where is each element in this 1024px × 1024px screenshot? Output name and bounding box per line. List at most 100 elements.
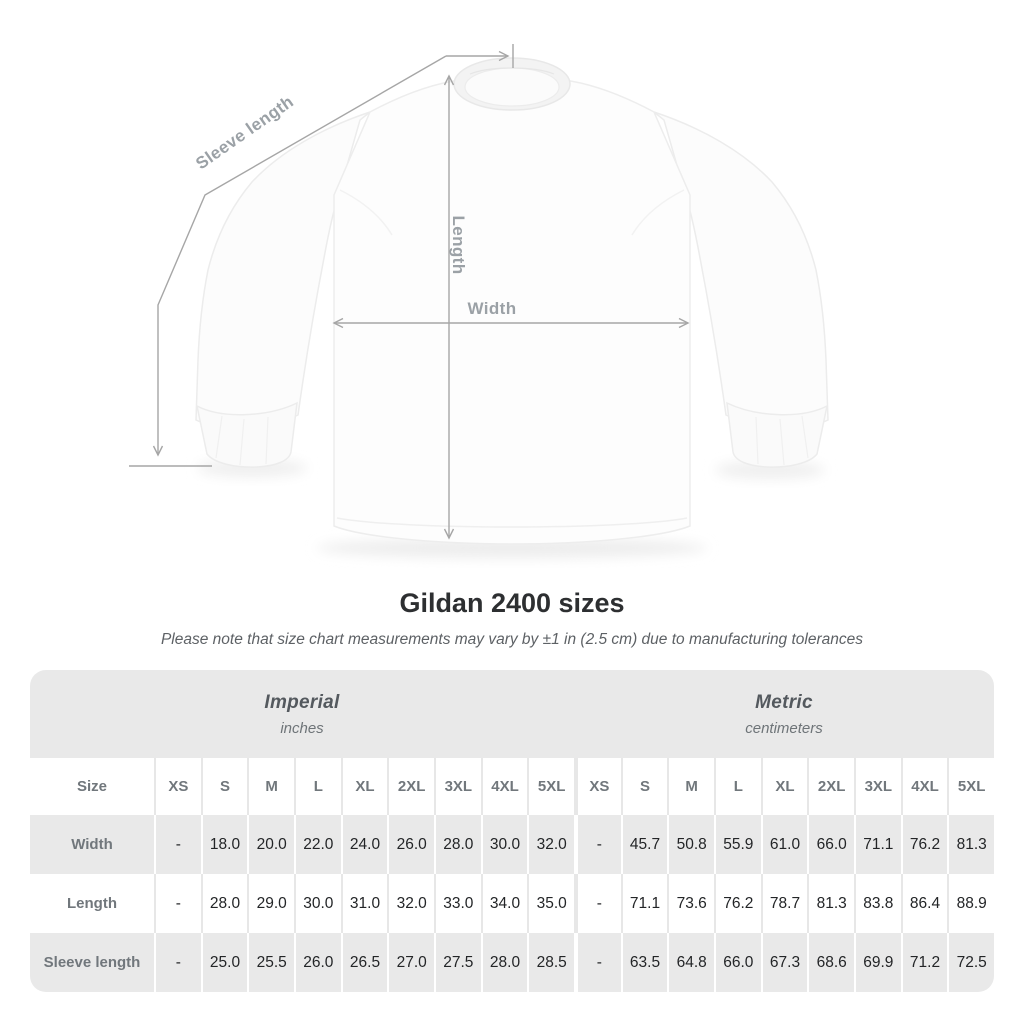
value-cell: 67.3: [760, 933, 808, 992]
size-header-imperial-5xl: 5XL: [527, 758, 574, 815]
value-cell: -: [154, 933, 201, 992]
size-header-metric-5xl: 5XL: [947, 758, 994, 815]
length-arrow-down: [443, 528, 455, 540]
value-cell: 28.0: [200, 874, 248, 933]
shirt-fold-lines: [339, 189, 685, 236]
value-cell: 34.0: [480, 874, 528, 933]
size-header-imperial-xs: XS: [154, 758, 201, 815]
value-cell: 30.0: [294, 874, 341, 933]
value-cell: 64.8: [667, 933, 714, 992]
value-cell: 68.6: [807, 933, 854, 992]
sleeve-diagonal-segment: [157, 55, 447, 455]
value-cell: 31.0: [340, 874, 388, 933]
size-header-imperial-s: S: [200, 758, 248, 815]
size-header-imperial-l: L: [294, 758, 341, 815]
size-header-imperial-3xl: 3XL: [434, 758, 481, 815]
right-cuff-ribs: [755, 415, 809, 466]
value-cell: 72.5: [947, 933, 994, 992]
value-cell: 30.0: [480, 815, 528, 874]
width-arrow-left: [332, 317, 344, 329]
size-header-metric-m: M: [667, 758, 714, 815]
value-cell: 63.5: [620, 933, 668, 992]
value-cell: 69.9: [854, 933, 901, 992]
width-label: Width: [467, 299, 517, 318]
size-header-metric-3xl: 3XL: [854, 758, 901, 815]
shirt-illustration: [129, 44, 829, 558]
width-arrow-right: [678, 317, 690, 329]
shirt-shadow: [317, 538, 707, 558]
sleeve-arrow-down: [152, 445, 164, 457]
value-cell: 35.0: [527, 874, 574, 933]
imperial-label: Imperial: [264, 691, 340, 713]
shirt-right-sleeve: [653, 111, 829, 429]
value-cell: 73.6: [667, 874, 714, 933]
tolerance-note: Please note that size chart measurements…: [160, 631, 864, 648]
size-header-metric-s: S: [620, 758, 668, 815]
value-cell: 26.0: [387, 815, 434, 874]
value-cell: -: [574, 933, 621, 992]
value-cell: -: [574, 874, 621, 933]
value-cell: 55.9: [714, 815, 761, 874]
size-header-imperial-m: M: [247, 758, 294, 815]
value-cell: 83.8: [854, 874, 901, 933]
value-cell: 27.5: [434, 933, 481, 992]
value-cell: 32.0: [387, 874, 434, 933]
value-cell: 66.0: [714, 933, 761, 992]
unit-group-metric: Metric centimeters: [574, 670, 994, 758]
value-cell: 71.2: [900, 933, 948, 992]
length-label: Length: [449, 215, 468, 275]
value-cell: 28.5: [527, 933, 574, 992]
value-cell: -: [154, 874, 201, 933]
shirt-hem-line: [336, 517, 688, 528]
value-cell: 76.2: [714, 874, 761, 933]
size-header-imperial-4xl: 4XL: [480, 758, 528, 815]
value-cell: 33.0: [434, 874, 481, 933]
value-cell: 26.0: [294, 933, 341, 992]
value-cell: 26.5: [340, 933, 388, 992]
size-header-metric-xs: XS: [574, 758, 621, 815]
shirt-collar-inner: [464, 67, 560, 107]
value-cell: 28.0: [480, 933, 528, 992]
value-cell: 45.7: [620, 815, 668, 874]
value-cell: 78.7: [760, 874, 808, 933]
row-label: Sleeve length: [30, 933, 154, 992]
value-cell: 86.4: [900, 874, 948, 933]
shirt-left-sleeve: [195, 111, 371, 429]
size-header-metric-xl: XL: [760, 758, 808, 815]
value-cell: 76.2: [900, 815, 948, 874]
page-title: Gildan 2400 sizes: [399, 588, 625, 618]
value-cell: 32.0: [527, 815, 574, 874]
value-cell: 71.1: [620, 874, 668, 933]
row-label: Length: [30, 874, 154, 933]
measurement-lines: [129, 44, 690, 540]
shirt-collar-back-seam: [469, 67, 555, 75]
value-cell: 28.0: [434, 815, 481, 874]
metric-label: Metric: [755, 691, 813, 713]
size-header-metric-4xl: 4XL: [900, 758, 948, 815]
shirt-measurement-diagram: Sleeve length Length Width: [129, 44, 829, 558]
value-cell: 25.0: [200, 933, 248, 992]
value-cell: 29.0: [247, 874, 294, 933]
value-cell: 22.0: [294, 815, 341, 874]
length-arrow-up: [443, 74, 455, 86]
value-cell: 81.3: [807, 874, 854, 933]
value-cell: 81.3: [947, 815, 994, 874]
size-header-metric-l: L: [714, 758, 761, 815]
sleeve-arrow-right: [498, 50, 510, 62]
size-header-imperial-xl: XL: [340, 758, 388, 815]
value-cell: 24.0: [340, 815, 388, 874]
size-table: Imperial inches Metric centimeters Size X…: [30, 670, 994, 992]
value-cell: 71.1: [854, 815, 901, 874]
value-cell: -: [574, 815, 621, 874]
value-cell: 66.0: [807, 815, 854, 874]
value-cell: 50.8: [667, 815, 714, 874]
row-label: Width: [30, 815, 154, 874]
unit-group-imperial: Imperial inches: [30, 670, 574, 758]
size-header-imperial-2xl: 2XL: [387, 758, 434, 815]
value-cell: 25.5: [247, 933, 294, 992]
metric-unit-label: centimeters: [745, 719, 823, 737]
right-cuff-shadow: [715, 461, 825, 479]
value-cell: 27.0: [387, 933, 434, 992]
value-cell: -: [154, 815, 201, 874]
